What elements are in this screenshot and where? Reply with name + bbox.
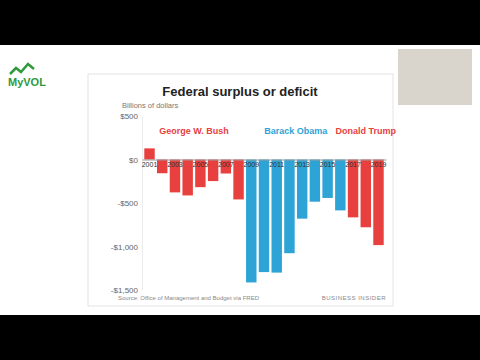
x-tick-label: 2003 xyxy=(167,161,183,168)
annotation: Barack Obama xyxy=(264,126,328,136)
annotation: Donald Trump xyxy=(336,126,397,136)
logo-icon xyxy=(10,64,34,74)
y-tick-label: $0 xyxy=(129,156,138,165)
bar xyxy=(373,160,383,246)
slide xyxy=(0,45,480,315)
subtitle: Billions of dollars xyxy=(122,101,179,110)
bars xyxy=(144,148,383,282)
bar xyxy=(284,160,294,254)
x-tick-label: 2007 xyxy=(218,161,234,168)
y-tick-label: -$500 xyxy=(118,199,139,208)
title: Federal surplus or deficit xyxy=(162,84,318,99)
y-tick: -$500 xyxy=(118,199,142,208)
bar xyxy=(157,160,167,174)
annotation: George W. Bush xyxy=(159,126,229,136)
bar xyxy=(246,160,256,283)
x-tick: 2009 xyxy=(243,160,259,169)
chart-card xyxy=(88,74,393,306)
bar xyxy=(272,160,282,273)
x-tick: 2007 xyxy=(218,160,234,169)
x-tick-label: 2015 xyxy=(320,161,336,168)
y-axis: $500 $0 -$500 -$1,000 -$1,500 xyxy=(111,112,143,295)
bar xyxy=(233,160,243,200)
x-tick-label: 2017 xyxy=(345,161,361,168)
x-tick: 2015 xyxy=(320,160,336,169)
bar xyxy=(182,160,192,196)
x-tick-label: 2009 xyxy=(243,161,259,168)
x-tick: 2003 xyxy=(167,160,183,169)
x-tick-label: 2019 xyxy=(371,161,387,168)
x-tick-label: 2005 xyxy=(193,161,209,168)
y-tick: $0 xyxy=(129,156,142,165)
y-tick-label: $500 xyxy=(120,112,138,121)
y-tick-label: -$1,000 xyxy=(111,243,139,252)
x-axis-line xyxy=(143,160,387,161)
bar xyxy=(208,160,218,182)
bar xyxy=(361,160,371,228)
bar xyxy=(335,160,345,211)
x-axis: 2001 2003 2005 2007 2009 2011 2013 2015 2017 2019 xyxy=(142,160,387,169)
y-tick-label: -$1,500 xyxy=(111,286,139,295)
y-axis-line xyxy=(142,117,143,291)
x-tick: 2013 xyxy=(294,160,310,169)
bar xyxy=(144,148,154,159)
x-tick: 2011 xyxy=(269,160,284,169)
y-tick: $500 xyxy=(120,112,142,121)
bar xyxy=(310,160,320,202)
x-tick-label: 2013 xyxy=(294,161,310,168)
x-tick: 2017 xyxy=(345,160,361,169)
letterbox xyxy=(0,0,480,360)
source: Source: Office of Management and Budget … xyxy=(118,295,260,301)
x-tick-label: 2001 xyxy=(142,161,158,168)
logo: MyVOL xyxy=(8,64,46,88)
credit: BUSINESS INSIDER xyxy=(322,295,387,301)
x-tick: 2019 xyxy=(371,160,387,169)
y-tick: -$1,000 xyxy=(111,243,142,252)
x-tick-label: 2011 xyxy=(269,161,284,168)
webcam xyxy=(398,49,472,105)
frame: MyVOL Federal surplus or deficit Billions … xyxy=(0,0,480,360)
x-tick: 2001 xyxy=(142,160,158,169)
bar xyxy=(259,160,269,273)
y-tick: -$1,500 xyxy=(111,286,142,295)
x-tick: 2005 xyxy=(193,160,209,169)
logo-text: MyVOL xyxy=(8,76,46,88)
